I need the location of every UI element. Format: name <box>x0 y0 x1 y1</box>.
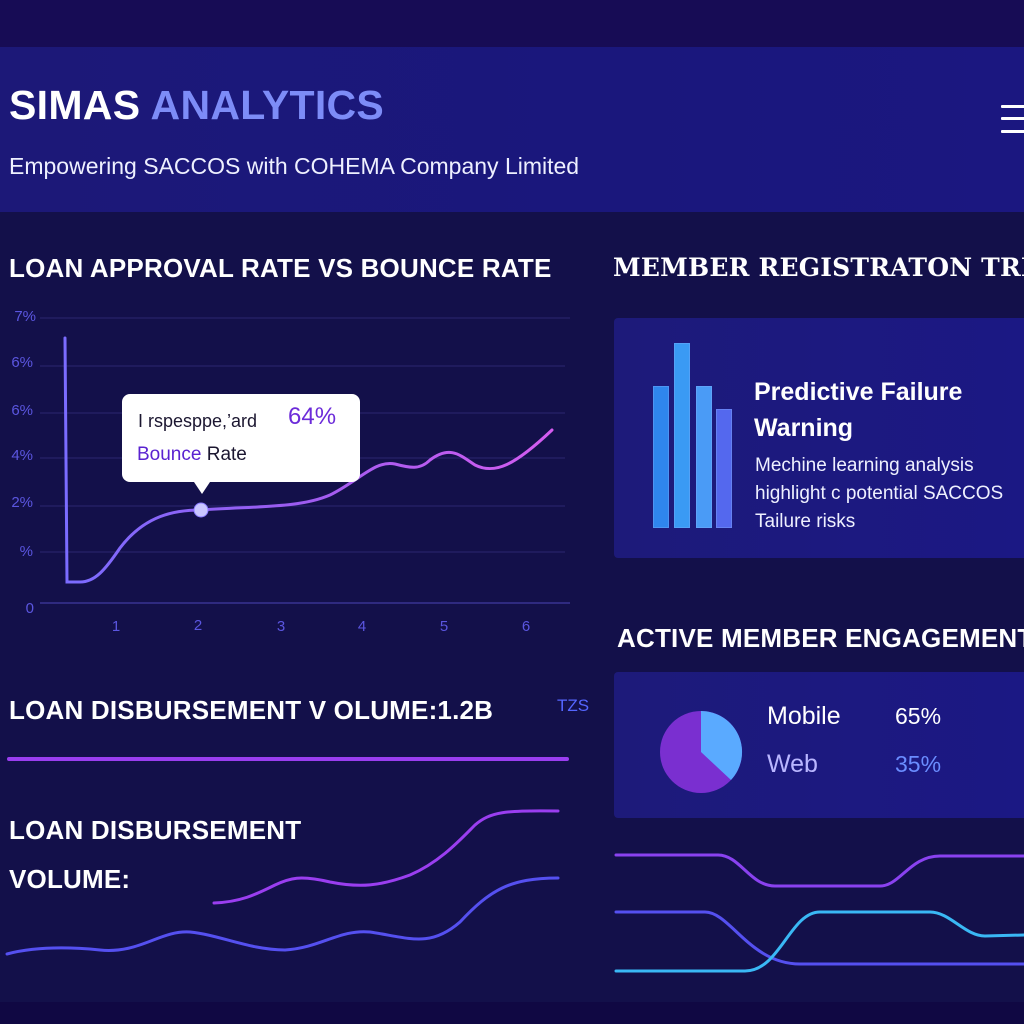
currency-unit: TZS <box>557 696 590 715</box>
bottom-strip <box>0 1002 1024 1024</box>
top-strip <box>0 0 1024 47</box>
engagement-card: Mobile 65% Web 35% <box>614 672 1024 818</box>
tooltip-series-word2: Rate <box>206 444 247 465</box>
legend-value-mobile: 65% <box>895 703 942 729</box>
x-tick: 4 <box>357 618 367 635</box>
tooltip-series-word1: Bounce <box>137 444 202 465</box>
predictive-failure-card[interactable]: Predictive Failure Warning Mechine learn… <box>614 318 1024 558</box>
engagement-pie-chart <box>660 711 743 793</box>
disbursement-title-line2: VOLUME: <box>9 864 131 894</box>
bounce-rate-line <box>63 336 554 584</box>
y-tick: 4% <box>11 447 33 464</box>
x-tick: 3 <box>276 618 286 635</box>
tagline: Empowering SACCOS with COHEMA Company Li… <box>9 153 580 179</box>
legend-value-web: 35% <box>895 751 942 777</box>
bar-chart-icon-bar <box>674 343 690 528</box>
approval-chart-title: LOAN APPROVAL RATE VS BOUNCE RATE <box>9 253 552 283</box>
tooltip-series: Bounce Rate <box>137 444 247 466</box>
bar-chart-icon-bar <box>716 409 732 528</box>
chart-tooltip: I rspesppe,’ard 64% Bounce Rate <box>122 394 360 494</box>
y-tick: 7% <box>14 308 36 325</box>
card-description: Mechine learning analysis highlight c po… <box>755 455 1004 532</box>
registration-title: MEMBER REGISTRATON TREND <box>613 253 1024 282</box>
bar-chart-icon-bar <box>696 386 712 528</box>
disbursement-line-purple <box>212 809 560 905</box>
x-tick: 2 <box>193 617 203 634</box>
data-point-marker[interactable] <box>193 502 209 518</box>
section-divider <box>7 757 569 761</box>
y-tick: 2% <box>11 494 33 511</box>
tooltip-label: I rspesppe,’ard <box>138 411 258 431</box>
brand-primary: SIMAS <box>9 82 141 128</box>
engagement-title: ACTIVE MEMBER ENGAGEMENT <box>617 623 1024 653</box>
brand-title: SIMAS ANALYTICS <box>9 82 384 129</box>
bar-chart-icon-bar <box>653 386 669 528</box>
x-tick: 6 <box>521 618 531 635</box>
disbursement-headline: LOAN DISBURSEMENT V OLUME:1.2B <box>9 695 494 725</box>
x-tick: 5 <box>439 618 449 635</box>
disbursement-title-line1: LOAN DISBURSEMENT <box>9 815 302 845</box>
brand-secondary: ANALYTICS <box>150 82 385 128</box>
y-tick: 6% <box>11 402 33 419</box>
y-tick: % <box>19 543 33 560</box>
card-title: Predictive Failure Warning <box>754 378 963 442</box>
disbursement-line-blue <box>5 876 560 956</box>
legend-label-web: Web <box>767 750 818 778</box>
engagement-trend-chart <box>614 853 1024 973</box>
hamburger-menu-icon[interactable] <box>1001 103 1024 133</box>
disbursement-line-chart <box>5 809 560 956</box>
trend-line-indigo <box>614 910 1024 966</box>
tooltip-value: 64% <box>288 403 337 430</box>
trend-line-cyan <box>614 910 1024 973</box>
app-header <box>0 47 1024 212</box>
y-tick: 0 <box>25 600 34 617</box>
x-tick: 1 <box>111 618 121 635</box>
legend-label-mobile: Mobile <box>767 702 841 730</box>
y-tick: 6% <box>11 354 33 371</box>
trend-line-purple <box>614 853 1024 888</box>
